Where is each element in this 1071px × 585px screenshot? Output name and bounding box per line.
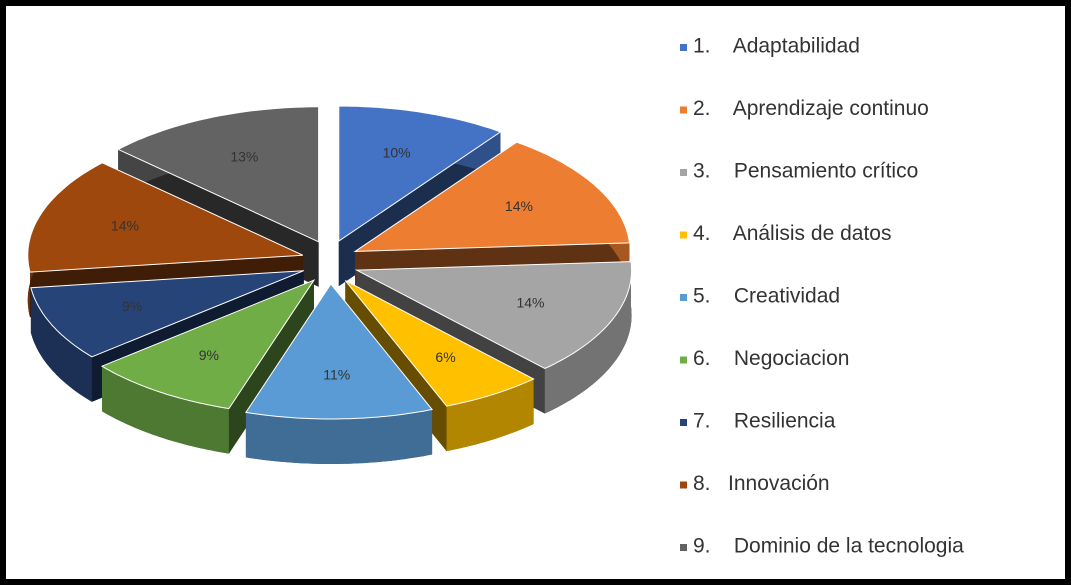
slice bbox=[117, 106, 320, 243]
legend-swatch bbox=[680, 481, 687, 489]
slice-side bbox=[102, 366, 229, 454]
slice-side bbox=[446, 379, 534, 452]
legend-swatch bbox=[680, 294, 687, 301]
legend-swatch bbox=[680, 544, 687, 551]
slice bbox=[27, 162, 304, 273]
slice bbox=[245, 283, 434, 420]
slice bbox=[354, 261, 633, 370]
slice bbox=[100, 279, 316, 410]
data-label: 14% bbox=[505, 198, 533, 214]
data-label: 14% bbox=[516, 295, 544, 311]
slice-side bbox=[544, 261, 632, 414]
data-label: 10% bbox=[383, 144, 411, 160]
legend: 1. Adaptabilidad 2. Aprendizaje continuo 3… bbox=[680, 35, 964, 558]
data-label: 9% bbox=[122, 298, 142, 314]
legend-label: 5. Creatividad bbox=[693, 285, 840, 308]
data-label: 11% bbox=[323, 366, 350, 382]
legend-label: 6. Negociacion bbox=[693, 347, 849, 370]
legend-label: 7. Resiliencia bbox=[693, 410, 836, 433]
legend-label: 3. Pensamiento crítico bbox=[693, 160, 918, 183]
data-label: 13% bbox=[230, 148, 258, 164]
legend-label: 2. Aprendizaje continuo bbox=[693, 97, 929, 120]
legend-swatch bbox=[680, 231, 687, 239]
legend-label: 4. Análisis de datos bbox=[693, 222, 891, 245]
slice-side bbox=[245, 409, 433, 464]
data-label: 14% bbox=[111, 218, 139, 234]
data-label: 9% bbox=[199, 347, 219, 363]
data-label: 6% bbox=[435, 349, 455, 365]
pie: 10% 13% 14% 14% 14% 9% 9% 6% 11% bbox=[27, 105, 633, 464]
legend-label: 8. Innovación bbox=[693, 472, 830, 495]
legend-swatch bbox=[680, 106, 687, 114]
legend-swatch bbox=[680, 356, 687, 364]
slice bbox=[344, 280, 535, 407]
legend-swatch bbox=[680, 169, 687, 176]
slice bbox=[353, 141, 631, 252]
slice bbox=[338, 105, 502, 243]
legend-label: 1. Adaptabilidad bbox=[693, 35, 860, 58]
slice-side bbox=[30, 287, 92, 402]
legend-swatch bbox=[680, 419, 687, 426]
slice bbox=[30, 270, 304, 358]
legend-label: 9. Dominio de la tecnologia bbox=[693, 535, 964, 558]
legend-swatch bbox=[680, 44, 687, 51]
